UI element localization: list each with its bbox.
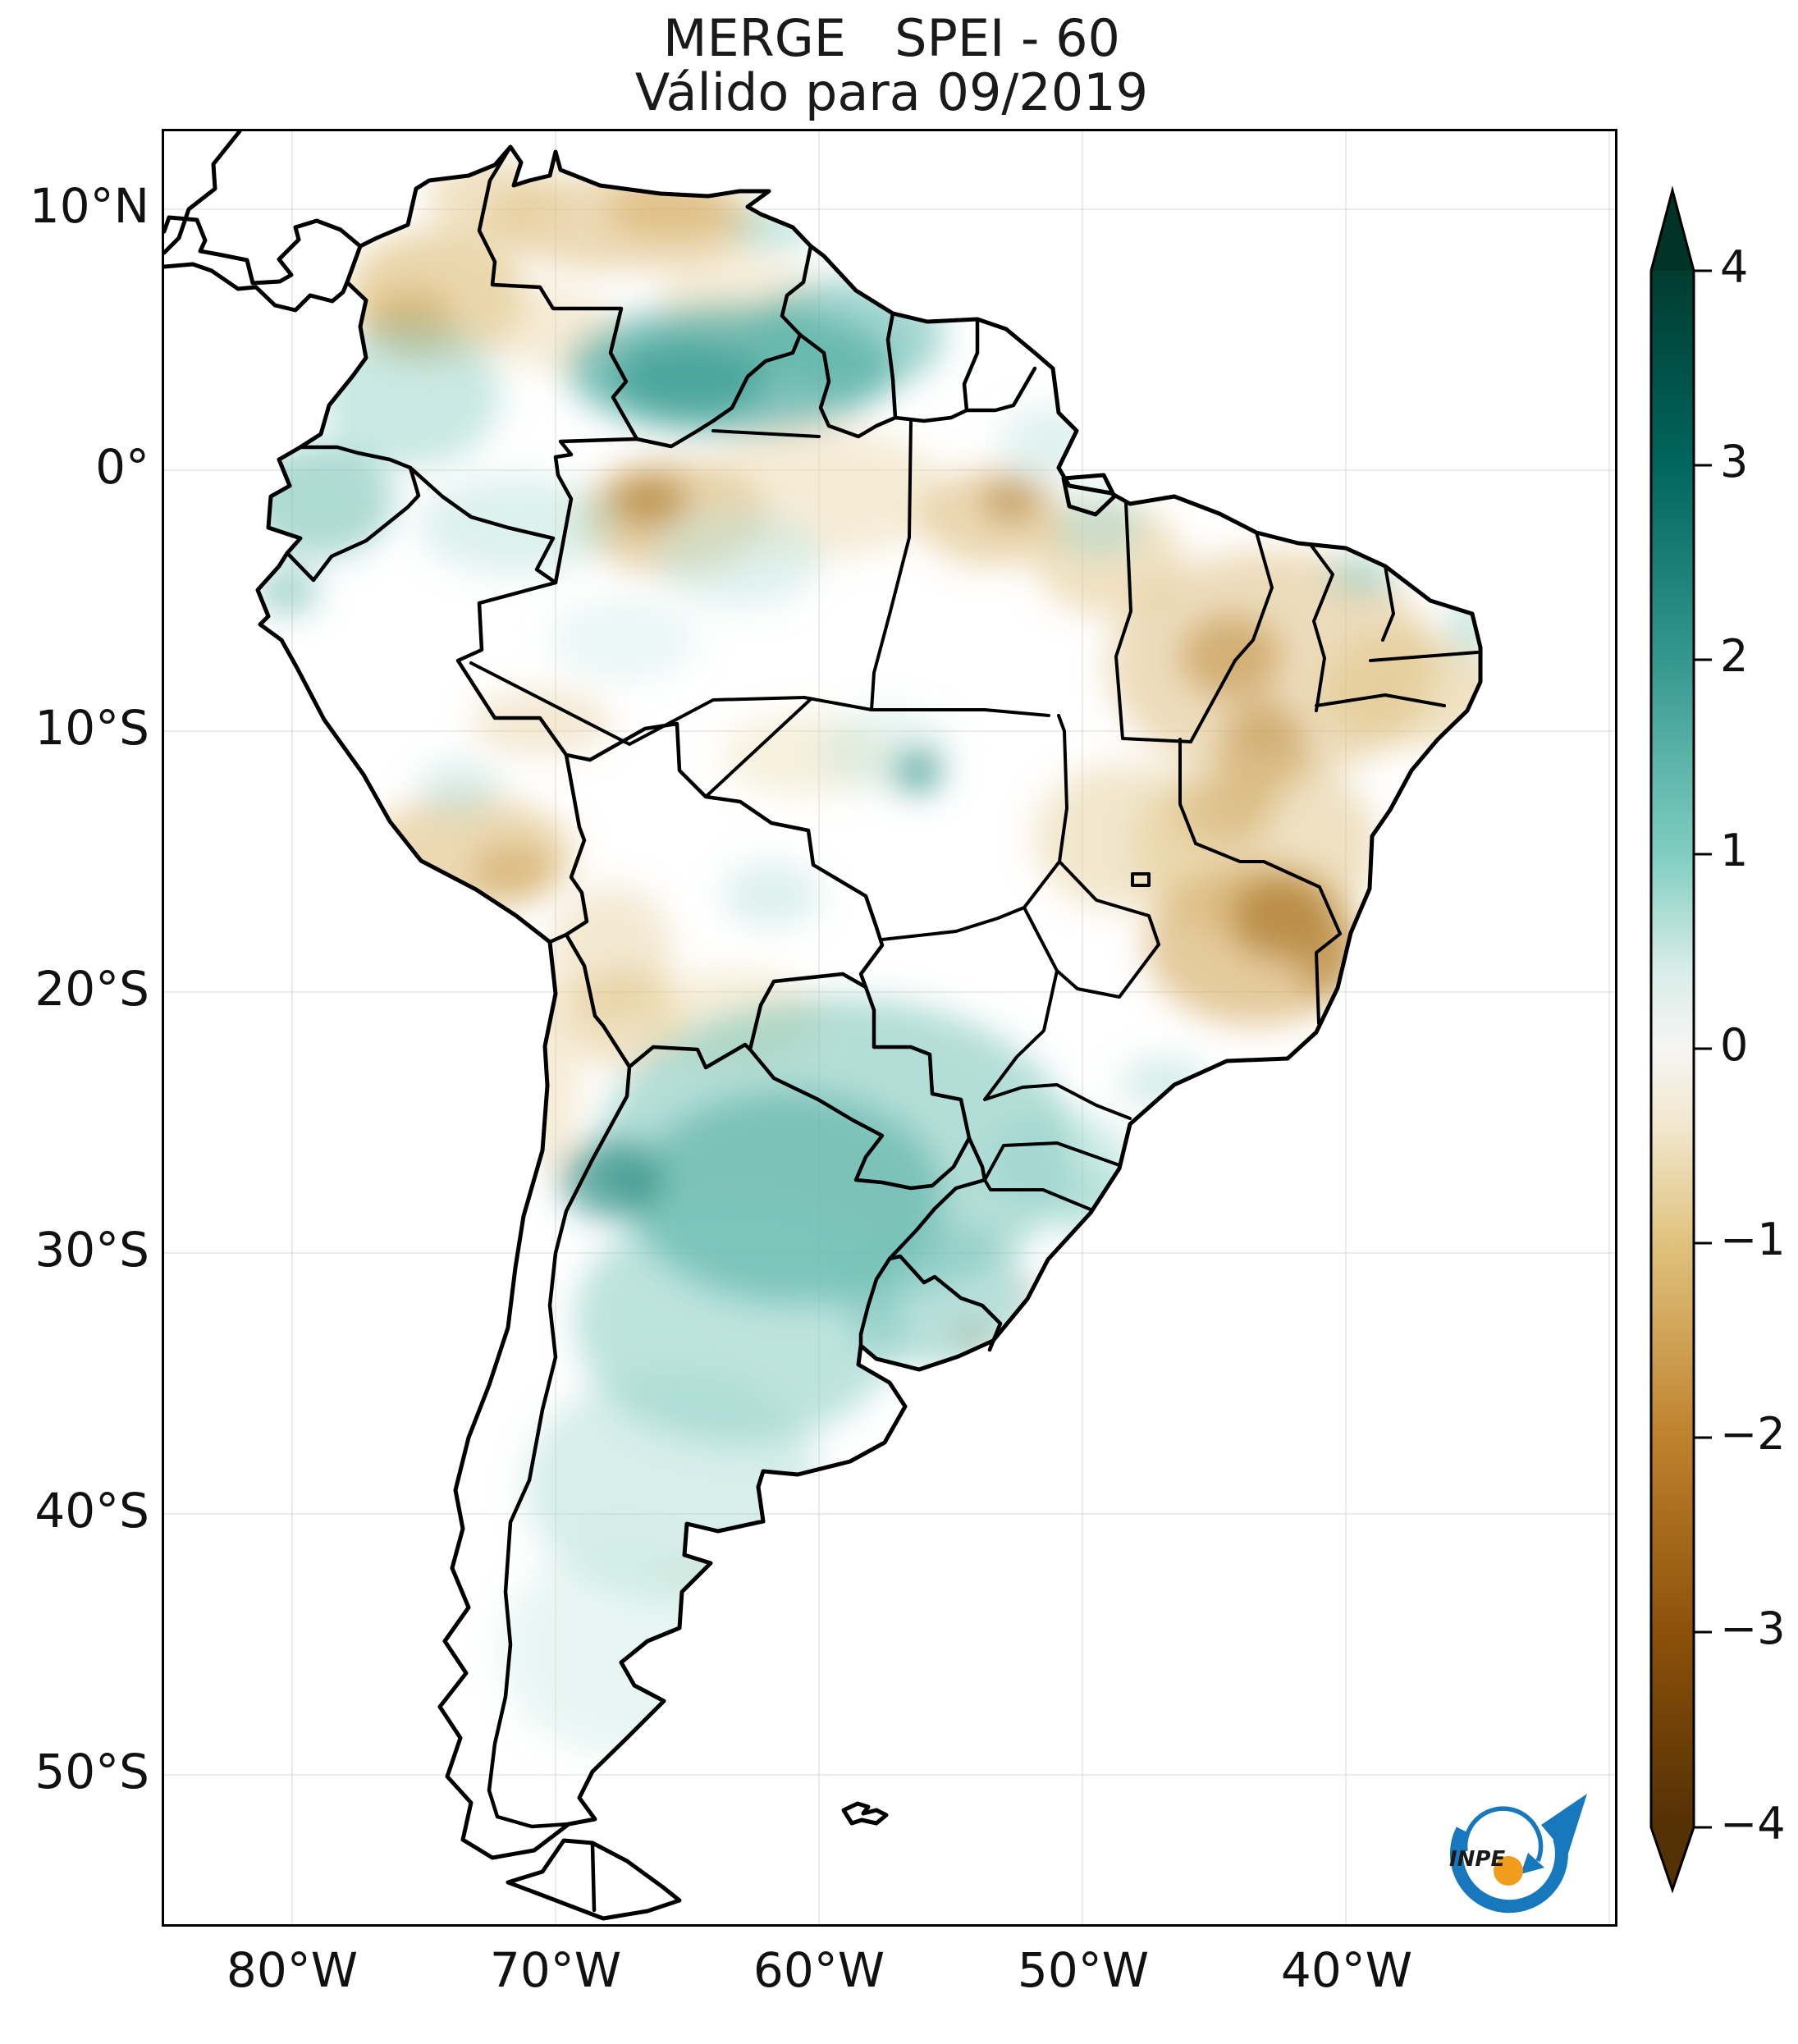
colorbar-upper-arrow bbox=[1651, 190, 1694, 271]
state-borders bbox=[469, 418, 1479, 1211]
colorbar bbox=[1649, 185, 1712, 1894]
y-tick-10n: 10°N bbox=[29, 178, 149, 234]
inpe-orange-dot-icon bbox=[1494, 1856, 1523, 1886]
x-tick-60w: 60°W bbox=[753, 1942, 885, 1998]
x-tick-40w: 40°W bbox=[1280, 1942, 1413, 1998]
map-plot-area: INPE bbox=[162, 129, 1617, 1927]
colorbar-lower-arrow bbox=[1651, 1827, 1694, 1890]
cbar-label-1: 1 bbox=[1720, 825, 1749, 876]
y-tick-20s: 20°S bbox=[34, 961, 149, 1017]
x-tick-80w: 80°W bbox=[226, 1942, 359, 1998]
inpe-logo: INPE bbox=[1449, 1794, 1587, 1914]
inpe-logo-text: INPE bbox=[1449, 1847, 1505, 1872]
x-tick-50w: 50°W bbox=[1017, 1942, 1150, 1998]
south-america-map: INPE bbox=[162, 129, 1615, 1924]
spei-color-field bbox=[258, 156, 1480, 1756]
x-tick-70w: 70°W bbox=[489, 1942, 622, 1998]
cbar-label-m4: −4 bbox=[1720, 1798, 1786, 1850]
inpe-swoosh-icon bbox=[1450, 1827, 1568, 1914]
y-tick-50s: 50°S bbox=[34, 1744, 149, 1799]
figure-title: MERGE SPEI - 60 bbox=[663, 8, 1120, 68]
y-tick-10s: 10°S bbox=[34, 700, 149, 756]
inpe-arrow-icon bbox=[1541, 1794, 1587, 1856]
coastline bbox=[162, 129, 1483, 1921]
cbar-label-4: 4 bbox=[1720, 241, 1749, 293]
colorbar-ticks bbox=[1694, 269, 1712, 1829]
cbar-label-m2: −2 bbox=[1720, 1408, 1786, 1460]
cbar-label-m1: −1 bbox=[1720, 1214, 1786, 1265]
figure-subtitle: Válido para 09/2019 bbox=[634, 62, 1149, 122]
y-tick-0: 0° bbox=[95, 439, 149, 495]
country-borders bbox=[285, 144, 1037, 1913]
y-tick-30s: 30°S bbox=[34, 1222, 149, 1278]
colorbar-gradient bbox=[1651, 271, 1694, 1827]
cbar-label-m3: −3 bbox=[1720, 1603, 1786, 1654]
cbar-label-2: 2 bbox=[1720, 630, 1749, 682]
y-tick-40s: 40°S bbox=[34, 1483, 149, 1539]
cbar-label-3: 3 bbox=[1720, 436, 1749, 487]
cbar-label-0: 0 bbox=[1720, 1019, 1749, 1071]
